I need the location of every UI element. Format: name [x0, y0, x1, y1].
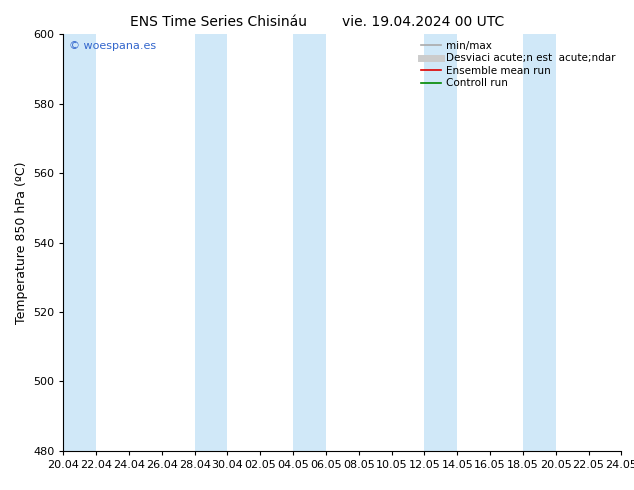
Text: ENS Time Series Chisináu        vie. 19.04.2024 00 UTC: ENS Time Series Chisináu vie. 19.04.2024…	[130, 15, 504, 29]
Bar	[195, 34, 228, 451]
Bar	[523, 34, 555, 451]
Bar	[424, 34, 457, 451]
Legend: min/max, Desviaci acute;n est  acute;ndar, Ensemble mean run, Controll run: min/max, Desviaci acute;n est acute;ndar…	[417, 36, 619, 93]
Y-axis label: Temperature 850 hPa (ºC): Temperature 850 hPa (ºC)	[15, 161, 27, 324]
Text: © woespana.es: © woespana.es	[69, 41, 156, 50]
Bar	[63, 34, 96, 451]
Bar	[293, 34, 326, 451]
